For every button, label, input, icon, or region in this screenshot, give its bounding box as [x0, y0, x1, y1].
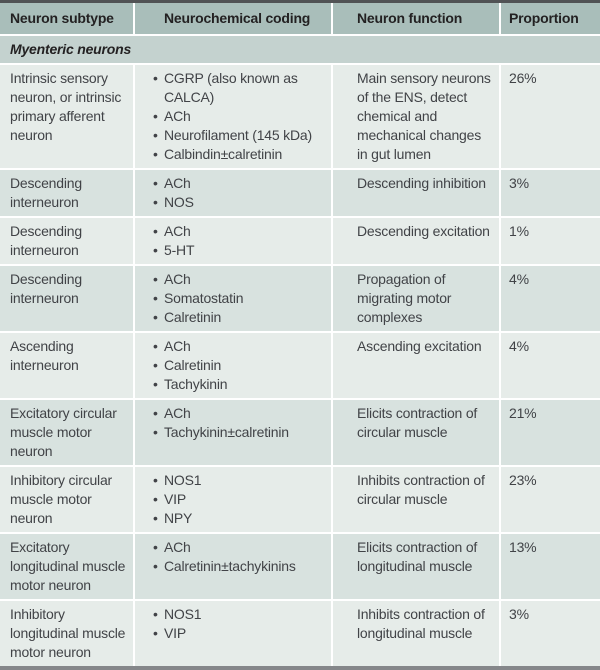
cell-coding: ACh Somatostatin Calretinin: [135, 266, 331, 331]
coding-item: ACh: [153, 174, 321, 193]
cell-coding: CGRP (also known as CALCA) ACh Neurofila…: [135, 65, 331, 168]
cell-function: Propagation of migrating motor complexes: [333, 266, 499, 331]
coding-item: Calbindin±calretinin: [153, 145, 321, 164]
table-row: Descending interneuron ACh 5-HT Descendi…: [0, 218, 600, 264]
coding-item: VIP: [153, 490, 321, 509]
cell-subtype: Excitatory longitudinal muscle motor neu…: [0, 534, 133, 599]
cell-function: Elicits contraction of longitudinal musc…: [333, 534, 499, 599]
coding-item: ACh: [153, 107, 321, 126]
cell-function: Inhibits contraction of circular muscle: [333, 467, 499, 532]
table-row: Intrinsic sensory neuron, or intrinsic p…: [0, 65, 600, 168]
cell-subtype: Ascending interneuron: [0, 333, 133, 398]
cell-coding: ACh Calretinin±tachykinins: [135, 534, 331, 599]
coding-item: NOS: [153, 193, 321, 212]
table-row: Excitatory circular muscle motor neuron …: [0, 400, 600, 465]
cell-subtype: Intrinsic sensory neuron, or intrinsic p…: [0, 65, 133, 168]
coding-item: Neurofilament (145 kDa): [153, 126, 321, 145]
cell-function: Elicits contraction of circular muscle: [333, 400, 499, 465]
cell-proportion: 21%: [501, 400, 600, 465]
cell-subtype: Descending interneuron: [0, 218, 133, 264]
coding-item: Calretinin: [153, 308, 321, 327]
coding-item: ACh: [153, 538, 321, 557]
coding-item: 5-HT: [153, 241, 321, 260]
column-header-neuron-subtype: Neuron subtype: [0, 3, 133, 34]
coding-item: NOS1: [153, 471, 321, 490]
cell-coding: ACh Tachykinin±calretinin: [135, 400, 331, 465]
coding-item: ACh: [153, 337, 321, 356]
cell-subtype: Descending interneuron: [0, 170, 133, 216]
coding-item: ACh: [153, 404, 321, 423]
table-row: Inhibitory circular muscle motor neuron …: [0, 467, 600, 532]
cell-proportion: 26%: [501, 65, 600, 168]
cell-proportion: 23%: [501, 467, 600, 532]
cell-proportion: 4%: [501, 333, 600, 398]
coding-item: Tachykinin: [153, 375, 321, 394]
table-row: Excitatory longitudinal muscle motor neu…: [0, 534, 600, 599]
cell-coding: NOS1 VIP NPY: [135, 467, 331, 532]
column-header-neuron-function: Neuron function: [333, 3, 499, 34]
cell-proportion: 13%: [501, 534, 600, 599]
coding-item: Somatostatin: [153, 289, 321, 308]
cell-function: Ascending excitation: [333, 333, 499, 398]
cell-subtype: Excitatory circular muscle motor neuron: [0, 400, 133, 465]
column-header-neurochemical-coding: Neurochemical coding: [135, 3, 331, 34]
table-row: Ascending interneuron ACh Calretinin Tac…: [0, 333, 600, 398]
cell-coding: ACh 5-HT: [135, 218, 331, 264]
coding-item: NOS1: [153, 605, 321, 624]
cell-proportion: 4%: [501, 266, 600, 331]
section-header-myenteric-neurons: Myenteric neurons: [0, 36, 600, 63]
cell-function: Descending inhibition: [333, 170, 499, 216]
coding-item: Calretinin: [153, 356, 321, 375]
coding-item: Tachykinin±calretinin: [153, 423, 321, 442]
cell-function: Main sensory neurons of the ENS, detect …: [333, 65, 499, 168]
coding-item: NPY: [153, 509, 321, 528]
cell-proportion: 3%: [501, 170, 600, 216]
table-header-row: Neuron subtype Neurochemical coding Neur…: [0, 3, 600, 34]
cell-coding: ACh Calretinin Tachykinin: [135, 333, 331, 398]
coding-item: ACh: [153, 270, 321, 289]
table-row: Descending interneuron ACh NOS Descendin…: [0, 170, 600, 216]
column-header-proportion: Proportion: [501, 3, 600, 34]
cell-function: Descending excitation: [333, 218, 499, 264]
coding-item: CGRP (also known as CALCA): [153, 69, 321, 107]
cell-subtype: Descending interneuron: [0, 266, 133, 331]
coding-item: ACh: [153, 222, 321, 241]
cell-subtype: Inhibitory circular muscle motor neuron: [0, 467, 133, 532]
cell-coding: ACh NOS: [135, 170, 331, 216]
cell-proportion: 1%: [501, 218, 600, 264]
coding-item: Calretinin±tachykinins: [153, 557, 321, 576]
table-row: Descending interneuron ACh Somatostatin …: [0, 266, 600, 331]
